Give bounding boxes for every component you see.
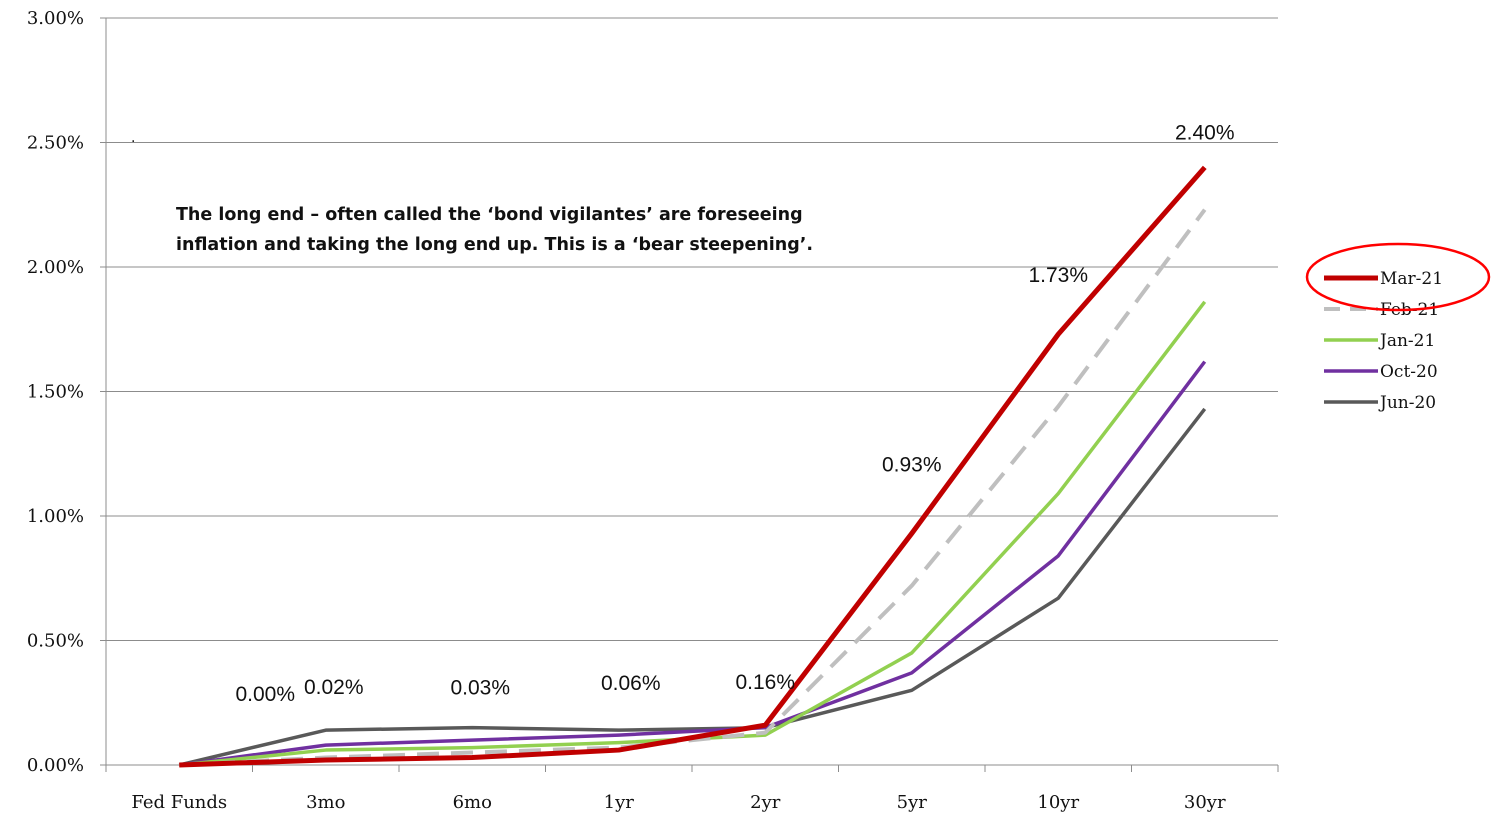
x-tick-label: 5yr <box>897 792 928 813</box>
y-tick-label: 3.00% <box>27 8 84 29</box>
data-label: 0.93% <box>882 453 942 476</box>
legend-label-mar-21: Mar-21 <box>1380 269 1443 289</box>
legend-label-jan-21: Jan-21 <box>1378 331 1435 351</box>
chart-annotation: The long end – often called the ‘bond vi… <box>176 205 814 255</box>
legend-label-oct-20: Oct-20 <box>1380 362 1438 382</box>
y-tick-label: 0.00% <box>27 755 84 776</box>
series-lines <box>178 165 1207 768</box>
x-tick-label: 1yr <box>604 792 635 813</box>
data-label: 2.40% <box>1175 121 1235 144</box>
y-tick-label: 0.50% <box>27 631 84 652</box>
data-label: 0.06% <box>601 672 661 695</box>
x-tick-label: 3mo <box>306 792 345 813</box>
x-tick-label: Fed Funds <box>131 792 227 813</box>
series-line-mar-21 <box>179 165 1207 768</box>
data-label: 0.16% <box>735 671 795 694</box>
data-label: 0.02% <box>304 676 364 699</box>
gridlines <box>106 17 1278 641</box>
data-label: 1.73% <box>1028 264 1088 287</box>
highlight-ellipse <box>1305 242 1491 312</box>
legend-label-jun-20: Jun-20 <box>1378 393 1436 413</box>
x-tick-label: 2yr <box>750 792 781 813</box>
y-tick-label: 1.50% <box>27 382 84 403</box>
stray-mark: . <box>131 130 136 146</box>
x-tick-label: 30yr <box>1184 792 1226 813</box>
data-label: 0.00% <box>235 683 295 706</box>
data-labels: 0.00% 0.02% 0.03% 0.06% 0.16% 0.93% 1.73% 2.40% <box>235 121 1234 706</box>
data-label: 0.03% <box>450 677 510 700</box>
y-tick-label: 2.50% <box>27 133 84 154</box>
x-tick-label: 10yr <box>1037 792 1079 813</box>
y-tick-label: 2.00% <box>27 257 84 278</box>
series-line-jun-20 <box>178 407 1207 767</box>
x-tick-label: 6mo <box>453 792 492 813</box>
y-tick-label: 1.00% <box>27 506 84 527</box>
series-line-oct-20 <box>179 360 1207 767</box>
axes: 0.00% 0.50% 1.00% 1.50% 2.00% 2.50% 3.00% Fed F… <box>27 8 1279 813</box>
